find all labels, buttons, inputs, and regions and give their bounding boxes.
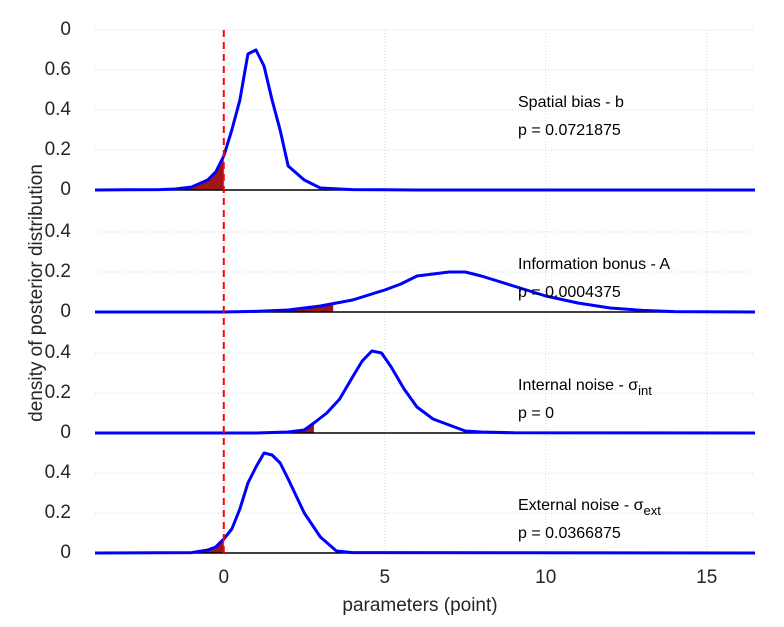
- shaded-tail: [95, 156, 224, 190]
- panel-label-text: Information bonus - A: [518, 256, 670, 273]
- panel-label-subscript: ext: [643, 503, 661, 518]
- y-tick-label: 0.2: [45, 502, 71, 523]
- x-tick-label: 0: [218, 567, 229, 588]
- y-tick-label: 0: [60, 301, 71, 322]
- y-tick-label: 0.6: [45, 59, 71, 80]
- density-line: [94, 451, 756, 555]
- panel-label: Spatial bias - b: [518, 94, 624, 111]
- y-tick-label: 0: [60, 19, 71, 40]
- p-value: p = 0.0004375: [518, 284, 621, 301]
- density-line: [94, 48, 755, 192]
- panel-label: Information bonus - A: [518, 256, 670, 273]
- panel-label: Internal noise - σint: [518, 377, 652, 398]
- y-tick-label: 0.2: [45, 139, 71, 160]
- x-tick-label: 10: [535, 567, 556, 588]
- panel-label: External noise - σext: [518, 497, 661, 518]
- y-tick-label: 0.4: [45, 221, 72, 242]
- panel-label-text: External noise - σ: [518, 497, 644, 514]
- x-tick-label: 5: [379, 567, 390, 588]
- x-axis-label: parameters (point): [342, 595, 497, 616]
- y-tick-label: 0.2: [45, 261, 71, 282]
- density-line: [95, 270, 756, 314]
- p-value: p = 0.0721875: [518, 122, 621, 139]
- y-tick-label: 0.4: [45, 99, 72, 120]
- y-axis-label: density of posterior distribution: [26, 164, 47, 422]
- y-tick-label: 0.2: [45, 382, 71, 403]
- p-value: p = 0: [518, 405, 554, 422]
- x-tick-label: 15: [696, 567, 717, 588]
- p-value: p = 0.0366875: [518, 525, 621, 542]
- y-tick-label: 0: [60, 179, 71, 200]
- density-line: [95, 349, 756, 435]
- y-tick-label: 0.4: [45, 342, 72, 363]
- shaded-tail: [95, 539, 224, 553]
- panel-label-text: Spatial bias - b: [518, 94, 624, 111]
- panel-label-text: Internal noise - σ: [518, 377, 638, 394]
- y-tick-label: 0: [60, 422, 71, 443]
- y-tick-label: 0: [60, 542, 71, 563]
- panel-label-subscript: int: [638, 383, 652, 398]
- y-tick-label: 0.4: [45, 462, 72, 483]
- shaded-tail: [95, 303, 334, 312]
